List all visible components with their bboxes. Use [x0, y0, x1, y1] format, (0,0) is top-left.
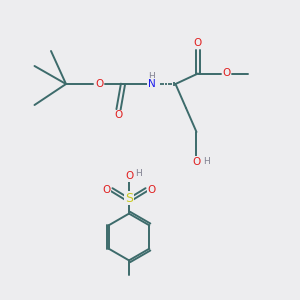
Text: H: H — [148, 72, 155, 81]
Text: O: O — [222, 68, 231, 79]
Text: O: O — [95, 79, 103, 89]
Text: O: O — [125, 171, 133, 182]
Text: S: S — [125, 191, 133, 205]
Text: O: O — [194, 38, 202, 49]
Text: H: H — [135, 169, 141, 178]
Text: N: N — [148, 79, 155, 89]
Text: O: O — [192, 157, 201, 167]
Text: O: O — [102, 184, 111, 195]
Text: H: H — [204, 158, 210, 166]
Text: O: O — [147, 184, 156, 195]
Text: O: O — [114, 110, 123, 121]
